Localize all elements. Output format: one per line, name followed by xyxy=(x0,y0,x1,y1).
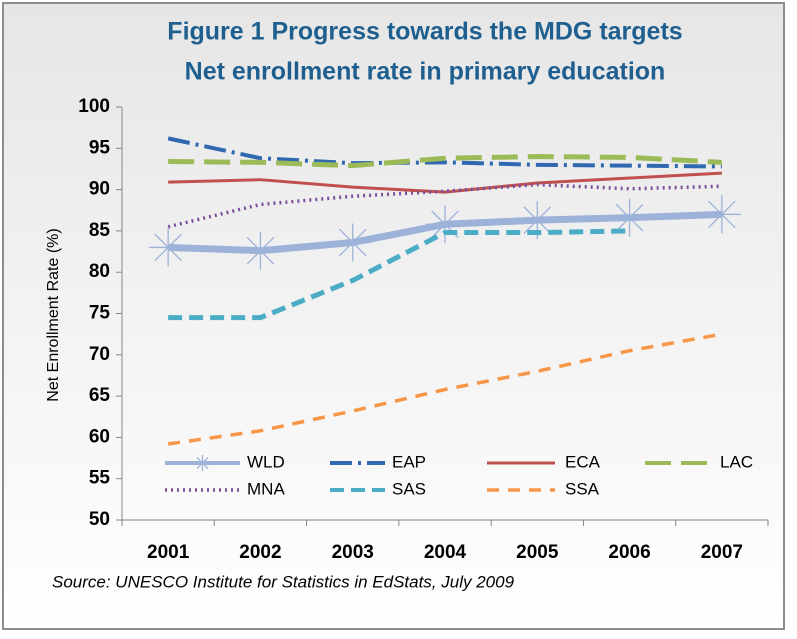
series-marker xyxy=(426,205,464,244)
y-tick-label: 95 xyxy=(89,137,111,158)
series-marker xyxy=(333,223,372,262)
chart-frame xyxy=(2,2,785,630)
y-tick-label: 75 xyxy=(89,303,111,324)
series-marker xyxy=(241,231,280,270)
y-tick-label: 80 xyxy=(89,261,110,282)
series-line xyxy=(167,332,723,446)
x-tick-label: 2002 xyxy=(239,542,281,563)
y-tick-label: 50 xyxy=(89,509,110,530)
source-note: Source: UNESCO Institute for Statistics … xyxy=(52,572,515,591)
x-tick-label: 2005 xyxy=(516,542,559,563)
y-tick-label: 55 xyxy=(89,468,111,489)
series-line xyxy=(168,154,722,169)
x-tick-label: 2001 xyxy=(147,542,190,563)
legend-marker xyxy=(194,455,211,471)
legend-label: EAP xyxy=(392,452,426,471)
x-tick-label: 2007 xyxy=(701,542,743,563)
y-axis-label: Net Enrollment Rate (%) xyxy=(45,228,62,401)
y-tick-label: 90 xyxy=(89,179,110,200)
y-tick-label: 65 xyxy=(89,385,111,406)
series-marker xyxy=(149,228,188,267)
y-tick-label: 100 xyxy=(78,96,110,117)
legend-label: WLD xyxy=(247,452,285,471)
chart-subtitle: Net enrollment rate in primary education xyxy=(185,58,666,86)
series-marker xyxy=(610,198,649,237)
y-tick-label: 60 xyxy=(89,426,110,447)
series-line xyxy=(168,228,630,321)
x-tick-label: 2004 xyxy=(424,542,467,563)
y-tick-label: 85 xyxy=(89,220,111,241)
legend-label: SSA xyxy=(565,479,600,498)
legend-label: LAC xyxy=(720,452,753,471)
series-marker xyxy=(518,201,557,240)
legend-label: MNA xyxy=(247,479,285,498)
chart-title: Figure 1 Progress towards the MDG target… xyxy=(167,18,682,46)
x-tick-label: 2003 xyxy=(332,542,374,563)
series-line xyxy=(167,136,722,169)
series-line xyxy=(168,171,722,194)
x-tick-label: 2006 xyxy=(608,542,650,563)
legend-label: SAS xyxy=(392,479,426,498)
legend-label: ECA xyxy=(565,452,601,471)
series-marker xyxy=(702,195,741,234)
y-tick-label: 70 xyxy=(89,344,110,365)
